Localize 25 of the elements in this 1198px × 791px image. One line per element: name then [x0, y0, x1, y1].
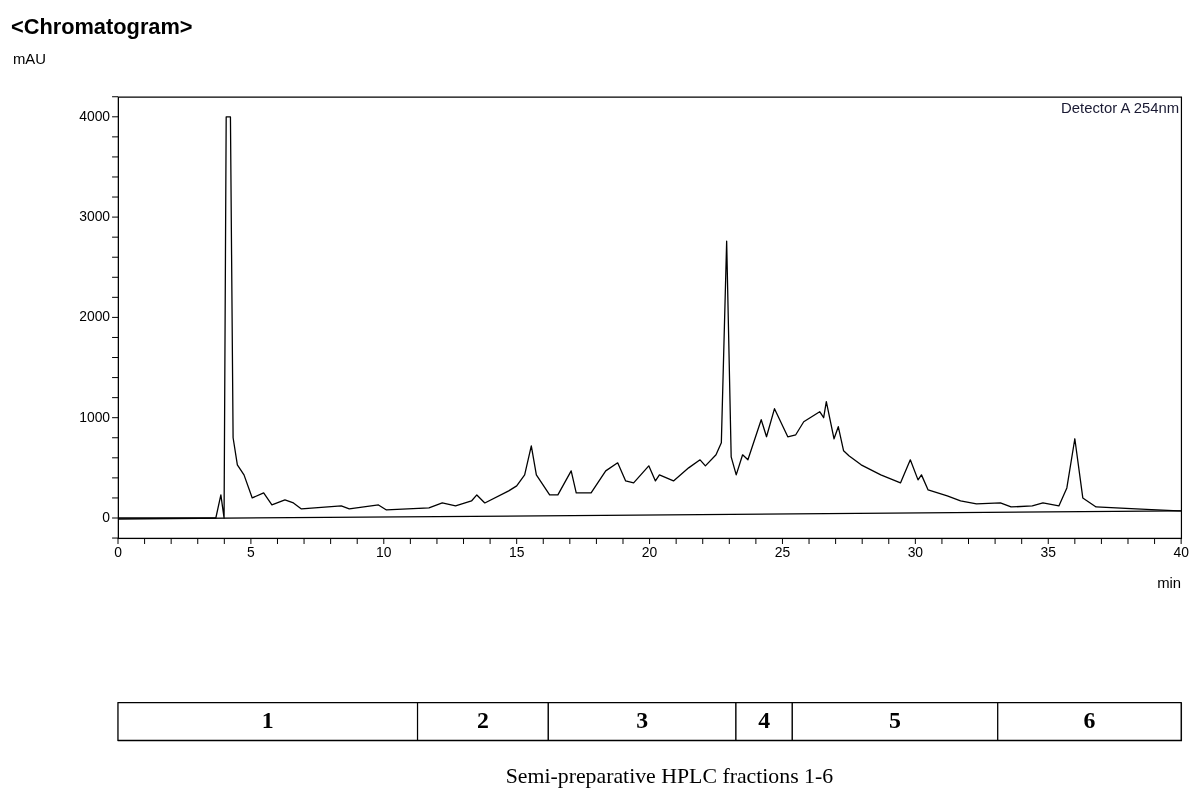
x-tick-label: 40	[1173, 543, 1190, 560]
series-label: 2	[476, 707, 489, 734]
x-tick-label: 0	[114, 543, 123, 560]
text: Semi-preparative HPLC fractions 1-6	[505, 764, 834, 789]
x-tick-label: 30	[907, 543, 924, 560]
x-axis-title: min	[1157, 574, 1182, 591]
y-tick-label: 3000	[79, 208, 111, 225]
x-tick-label: 15	[508, 543, 525, 560]
series-label: 6	[1083, 707, 1096, 734]
series-label: 5	[889, 707, 902, 734]
x-tick-label: 10	[376, 543, 392, 560]
x-tick-label: 25	[774, 543, 791, 560]
y-tick-label: 1000	[79, 408, 111, 425]
x-tick-label: 5	[247, 543, 256, 560]
chart-title: <Chromatogram>	[10, 14, 193, 40]
y-tick-label: 2000	[79, 308, 111, 325]
series-label: 1	[261, 707, 274, 734]
y-tick-label: 0	[102, 508, 111, 525]
x-tick-label: 35	[1040, 543, 1057, 560]
annotation: Detector A 254nm	[1061, 99, 1180, 116]
y-tick-label: 4000	[79, 107, 111, 124]
series-label: 4	[758, 707, 771, 734]
y-axis-title: mAU	[12, 51, 46, 68]
series-label: 3	[636, 707, 649, 734]
x-tick-label: 20	[641, 543, 658, 560]
